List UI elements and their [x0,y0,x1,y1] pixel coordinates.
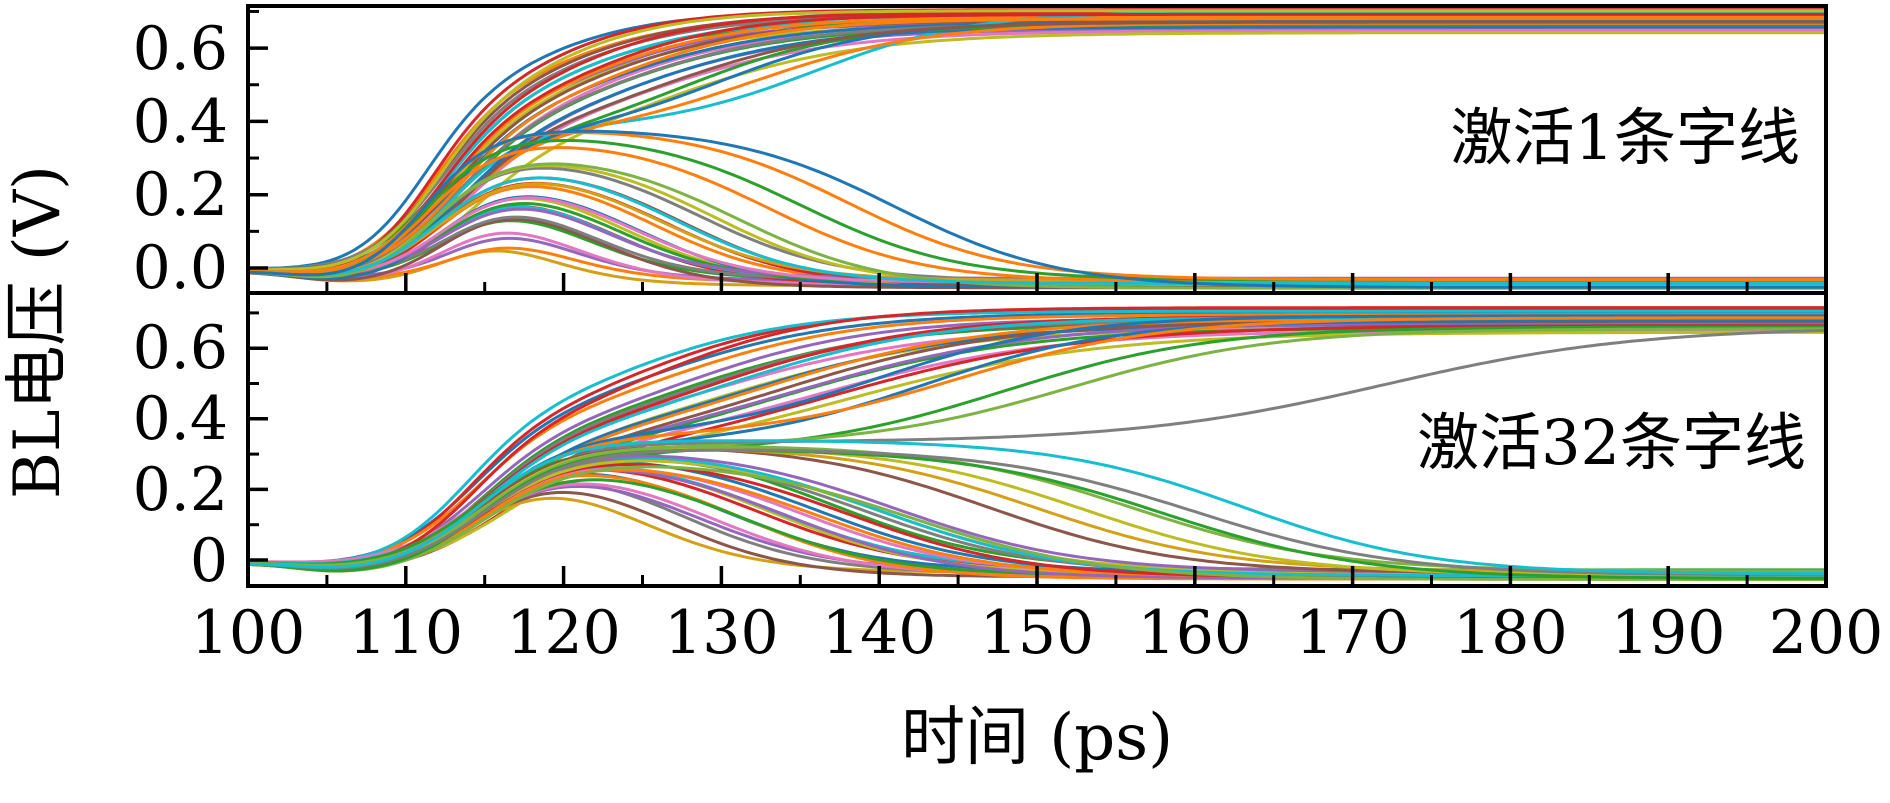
x-tick-label: 150 [979,598,1095,668]
traces-panel-1wl [248,8,1826,290]
annotation-1-wordline: 激活1条字线 [1450,101,1800,174]
y-tick-label-bottom: 0.4 [132,384,228,454]
y-tick-label-bottom: 0 [189,526,228,596]
y-tick-label-bottom: 0.2 [132,455,228,525]
x-tick-label: 190 [1610,598,1726,668]
x-tick-label: 160 [1137,598,1253,668]
x-tick-label: 130 [664,598,779,668]
y-tick-label-bottom: 0.6 [132,313,228,383]
y-tick-label-top: 0.2 [132,160,228,230]
y-tick-label-top: 0.0 [132,233,228,303]
x-tick-label: 200 [1768,598,1884,668]
y-axis-title: BL电压 (V) [1,164,75,500]
x-tick-label: 120 [506,598,621,668]
x-axis-title: 时间 (ps) [900,701,1174,775]
x-tick-label: 100 [190,598,306,668]
x-tick-label: 140 [821,598,937,668]
x-tick-label: 110 [348,598,464,668]
y-tick-label-top: 0.6 [132,14,228,84]
x-tick-label: 170 [1295,598,1410,668]
x-tick-label: 180 [1453,598,1568,668]
axes-frame [246,4,1828,588]
annotation-32-wordlines: 激活32条字线 [1417,406,1806,479]
y-tick-label-top: 0.4 [132,87,228,157]
